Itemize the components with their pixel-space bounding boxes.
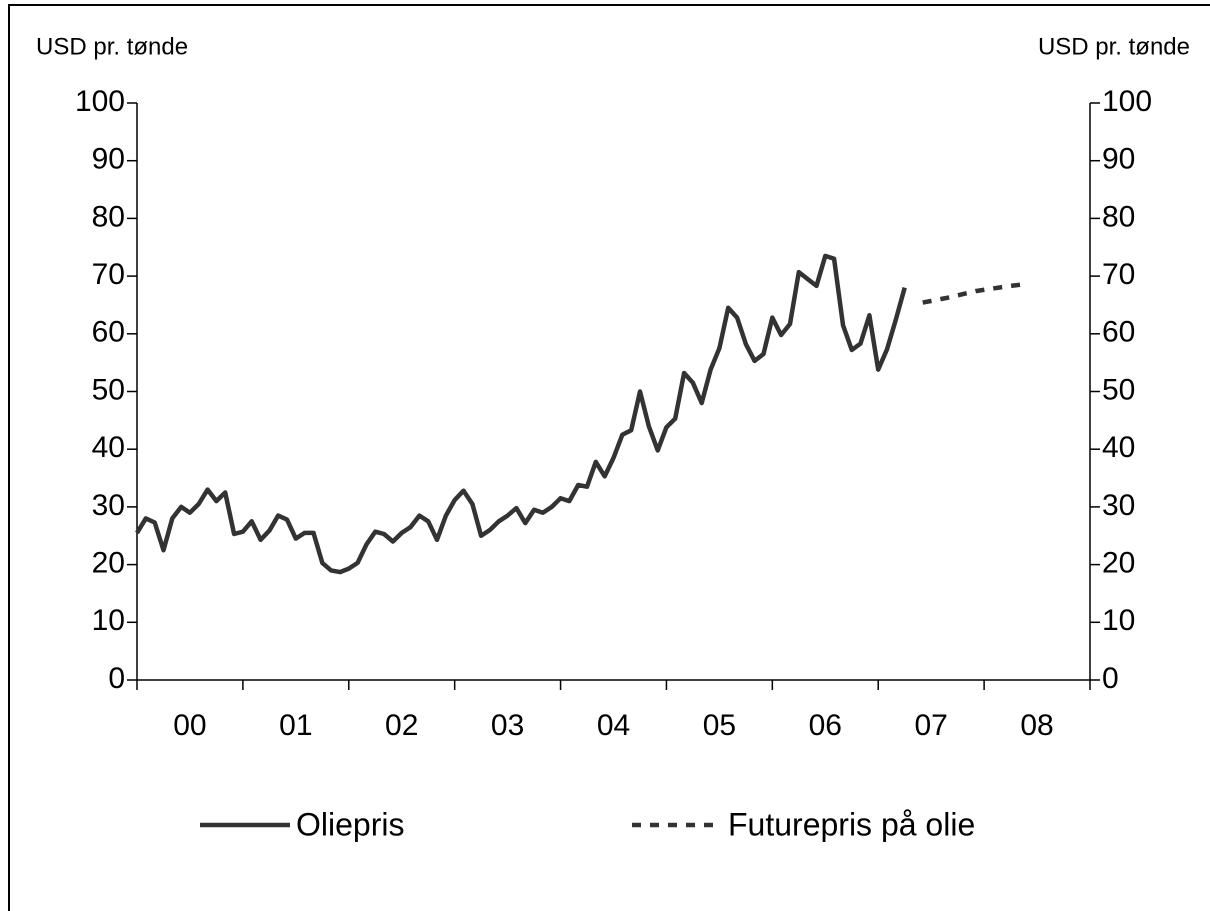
- legend-label: Oliepris: [296, 806, 404, 842]
- y-tick-label: 40: [92, 431, 125, 464]
- y-tick-label: 100: [75, 85, 125, 118]
- x-tick-label: 08: [1020, 709, 1053, 742]
- x-tick-label: 07: [914, 709, 947, 742]
- y2-tick-label: 0: [1102, 662, 1119, 695]
- x-tick-label: 02: [385, 709, 418, 742]
- y-tick-label: 50: [92, 373, 125, 406]
- y2-tick-label: 100: [1102, 85, 1152, 118]
- y2-tick-label: 90: [1102, 143, 1135, 176]
- y-tick-label: 80: [92, 200, 125, 233]
- y2-tick-label: 40: [1102, 431, 1135, 464]
- y2-axis-title: USD pr. tønde: [1038, 33, 1190, 60]
- series-line: [922, 281, 1029, 305]
- y-tick-label: 10: [92, 604, 125, 637]
- y2-tick-label: 30: [1102, 489, 1135, 522]
- x-tick-label: 03: [491, 709, 524, 742]
- x-tick-label: 01: [279, 709, 312, 742]
- y2-tick-label: 60: [1102, 316, 1135, 349]
- y-tick-label: 20: [92, 547, 125, 580]
- y-tick-label: 70: [92, 258, 125, 291]
- y-tick-label: 0: [108, 662, 125, 695]
- y2-tick-label: 10: [1102, 604, 1135, 637]
- y-tick-label: 30: [92, 489, 125, 522]
- x-tick-label: 06: [809, 709, 842, 742]
- y-tick-label: 90: [92, 143, 125, 176]
- series-line: [135, 253, 907, 575]
- y-tick-label: 60: [92, 316, 125, 349]
- y2-tick-label: 80: [1102, 200, 1135, 233]
- y2-tick-label: 50: [1102, 373, 1135, 406]
- y2-tick-label: 20: [1102, 547, 1135, 580]
- x-tick-label: 05: [703, 709, 736, 742]
- x-tick-label: 04: [597, 709, 630, 742]
- y2-tick-label: 70: [1102, 258, 1135, 291]
- y-axis-title: USD pr. tønde: [36, 33, 188, 60]
- x-tick-label: 00: [173, 709, 206, 742]
- legend-label: Futurepris på olie: [728, 806, 975, 842]
